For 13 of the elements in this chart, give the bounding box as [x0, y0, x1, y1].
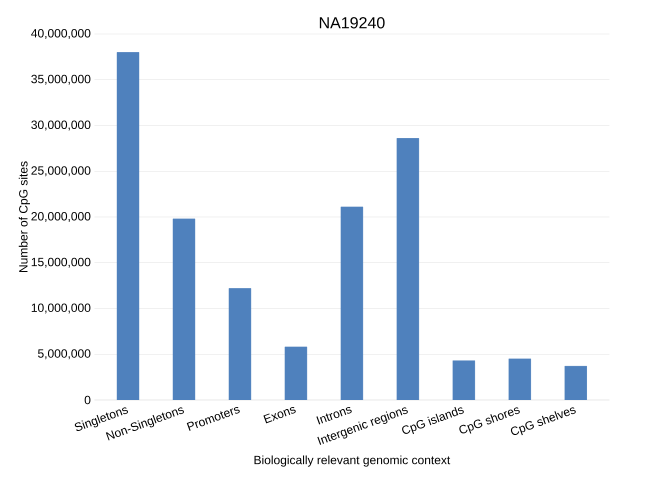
- y-tick-label: 10,000,000: [32, 304, 90, 314]
- y-tick-label: 20,000,000: [31, 212, 90, 222]
- y-tick-label: 40,000,000: [31, 29, 90, 39]
- y-tick-label: 0: [84, 396, 90, 404]
- y-tick-label: 30,000,000: [31, 120, 90, 130]
- y-tick-label: 5,000,000: [38, 349, 90, 360]
- y-tick-label: 35,000,000: [31, 74, 90, 85]
- y-tick-label: 15,000,000: [32, 258, 90, 268]
- x-tick-label: Exons: [263, 406, 296, 424]
- y-axis-title: Number of CpG sites: [18, 161, 30, 272]
- chart-title: NA19240: [320, 17, 385, 28]
- y-tick-label: 25,000,000: [31, 166, 90, 176]
- x-axis-title: Biologically relevant genomic context: [254, 455, 450, 467]
